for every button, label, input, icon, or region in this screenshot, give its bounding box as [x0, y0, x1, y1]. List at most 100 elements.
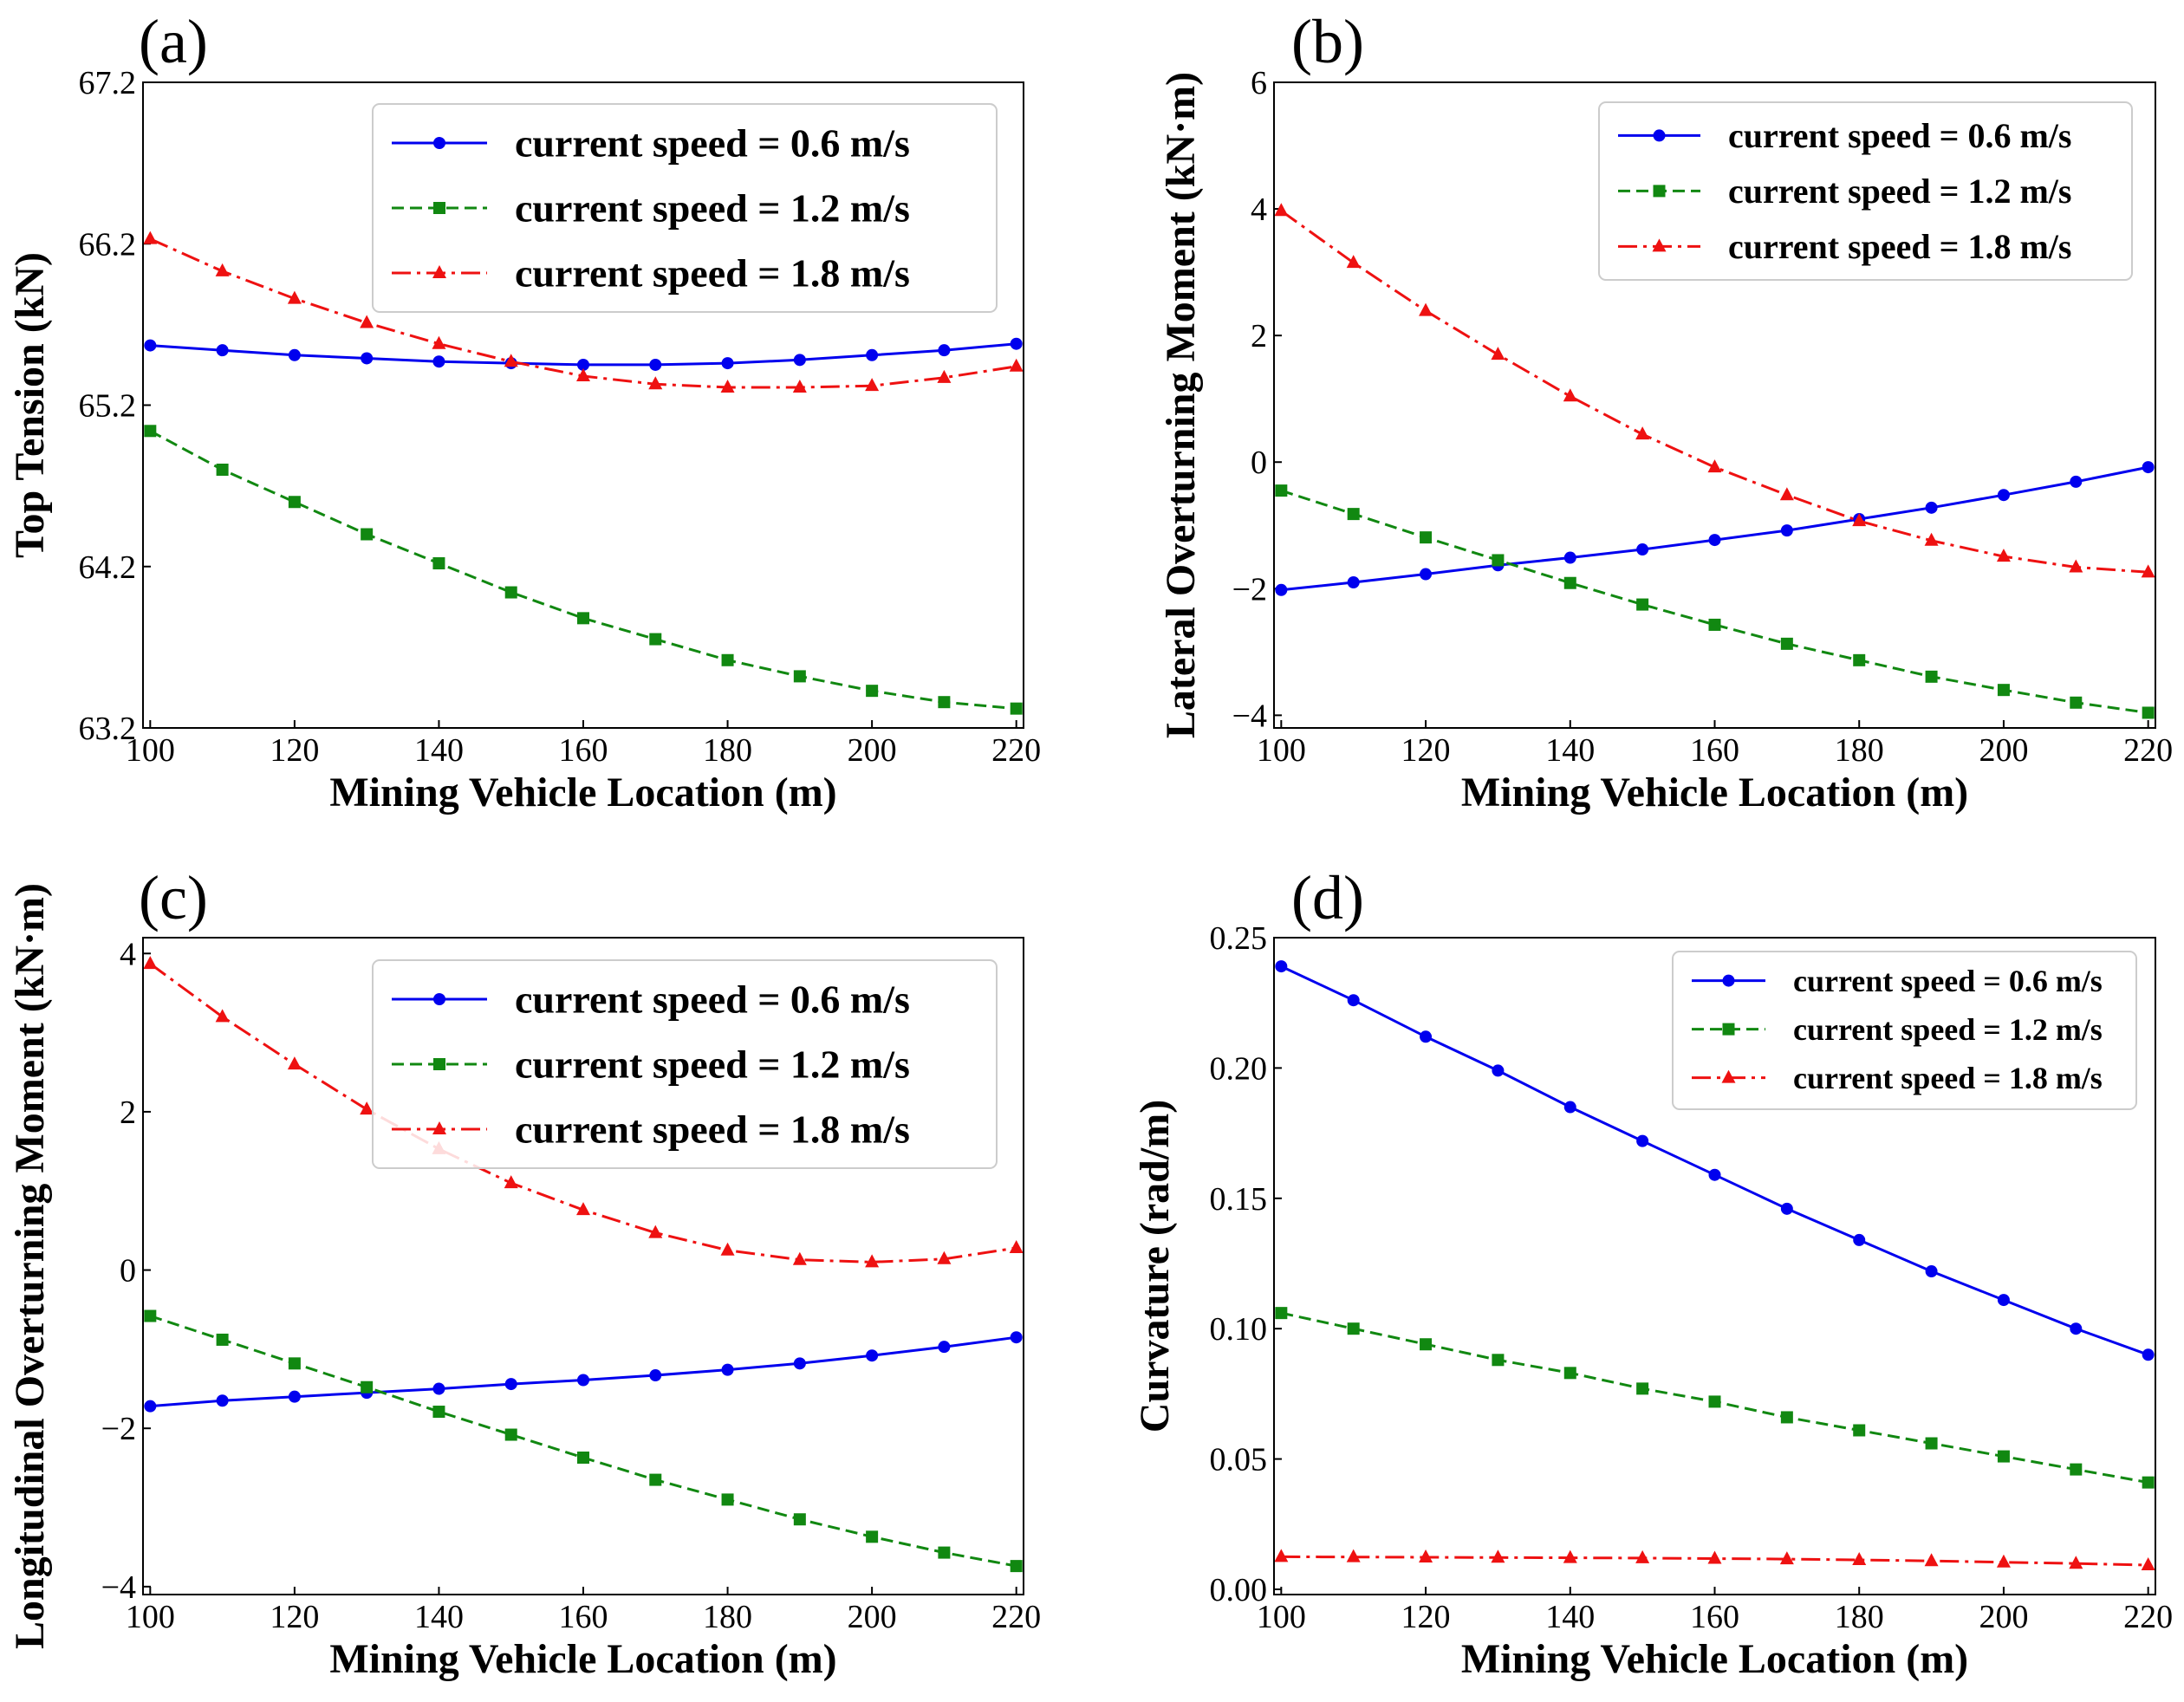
data-point: [577, 358, 589, 371]
data-point: [2070, 696, 2083, 709]
data-point: [648, 376, 663, 390]
x-tick-label: 160: [559, 1599, 608, 1635]
data-point: [1492, 1354, 1505, 1367]
data-point: [2069, 559, 2083, 573]
y-axis-label: Lateral Overturning Moment (kN·m): [1158, 72, 1204, 738]
legend-label: current speed = 0.6 m/s: [515, 978, 910, 1022]
series-1: [144, 337, 1023, 371]
data-point: [504, 586, 517, 599]
data-point: [1925, 1437, 1938, 1450]
data-point: [1925, 501, 1938, 514]
x-axis-label: Mining Vehicle Location (m): [1461, 770, 1968, 815]
data-point: [1347, 1322, 1360, 1335]
data-point: [1780, 524, 1793, 537]
data-point: [1563, 1549, 1577, 1563]
legend-label: current speed = 0.6 m/s: [1793, 964, 2103, 998]
x-tick-label: 140: [414, 1599, 464, 1635]
series-line: [149, 429, 1017, 711]
data-point: [1420, 1030, 1433, 1043]
y-tick-label: −2: [1232, 571, 1267, 607]
data-point: [793, 1357, 806, 1370]
x-tick-label: 100: [126, 732, 175, 769]
x-tick-label: 180: [1835, 732, 1884, 769]
data-point: [1275, 484, 1288, 497]
data-point: [1996, 549, 2011, 562]
legend: current speed = 0.6 m/s current speed = 1…: [1672, 951, 2137, 1110]
x-tick-label: 200: [848, 732, 897, 769]
x-tick-label: 120: [1401, 1599, 1451, 1635]
x-tick-label: 160: [1690, 732, 1739, 769]
x-tick-label: 180: [703, 732, 752, 769]
data-point: [2142, 706, 2155, 719]
y-tick-label: 4: [1251, 192, 1267, 228]
data-point: [576, 367, 590, 381]
data-point: [1419, 1549, 1433, 1562]
x-tick-label: 140: [414, 732, 464, 769]
series-2: [144, 1309, 1023, 1573]
x-tick-label: 220: [991, 732, 1041, 769]
legend-label: current speed = 1.8 m/s: [515, 251, 910, 296]
data-point: [144, 425, 157, 438]
legend-marker: [433, 137, 445, 149]
data-point: [1420, 531, 1433, 544]
data-point: [287, 1056, 302, 1070]
y-tick-label: 63.2: [79, 711, 137, 747]
y-tick-label: 0.10: [1210, 1311, 1268, 1348]
x-tick-label: 120: [270, 1599, 319, 1635]
y-tick-label: 6: [1251, 65, 1267, 101]
data-point: [216, 344, 229, 357]
x-tick-label: 200: [1979, 732, 2028, 769]
legend-label: current speed = 1.2 m/s: [515, 186, 910, 231]
data-point: [432, 335, 446, 349]
data-point: [1925, 670, 1938, 683]
series-line: [150, 1335, 1017, 1408]
x-tick-label: 100: [1257, 1599, 1306, 1635]
data-point: [2069, 1556, 2083, 1569]
data-point: [1010, 1331, 1023, 1344]
data-point: [1852, 1551, 1867, 1565]
legend-marker: [1653, 129, 1666, 142]
legend-marker: [433, 202, 445, 214]
data-point: [648, 1225, 663, 1238]
data-point: [1924, 532, 1939, 546]
data-point: [1346, 1549, 1361, 1562]
data-point: [793, 1513, 806, 1526]
y-tick-label: −4: [101, 1569, 136, 1606]
x-tick-label: 160: [559, 732, 608, 769]
legend-marker: [1721, 1069, 1736, 1083]
data-point: [1780, 1202, 1793, 1215]
series-2: [1275, 1307, 2155, 1489]
data-point: [1780, 1411, 1793, 1424]
data-point: [1779, 1551, 1794, 1565]
data-point: [1707, 1550, 1722, 1564]
legend-marker: [432, 265, 446, 278]
x-tick-label: 220: [991, 1599, 1041, 1635]
legend-box: [372, 103, 998, 313]
y-tick-label: 65.2: [79, 388, 137, 425]
data-point: [2070, 1463, 2083, 1476]
x-axis-label: Mining Vehicle Location (m): [329, 1636, 836, 1682]
data-point: [504, 1428, 517, 1441]
legend-marker: [1653, 185, 1666, 198]
data-point: [1635, 426, 1650, 440]
data-point: [1009, 358, 1024, 372]
data-point: [1997, 489, 2010, 502]
data-point: [1925, 1265, 1938, 1278]
data-point: [361, 1380, 374, 1393]
legend-label: current speed = 0.6 m/s: [1728, 116, 2071, 155]
y-tick-label: 0.25: [1210, 920, 1268, 957]
y-tick-label: 2: [120, 1095, 136, 1131]
data-point: [793, 670, 806, 683]
data-point: [288, 1357, 301, 1370]
data-point: [216, 464, 229, 476]
data-point: [144, 339, 157, 352]
legend-box: [1672, 951, 2137, 1110]
y-axis-label: Longitudinal Overturning Moment (kN·m): [7, 883, 53, 1649]
data-point: [1636, 598, 1649, 611]
data-point: [937, 1251, 952, 1264]
data-point: [721, 1363, 734, 1376]
data-point: [721, 357, 734, 370]
y-tick-label: 67.2: [79, 65, 137, 101]
legend: current speed = 0.6 m/s current speed = 1…: [1598, 101, 2133, 281]
legend-label: current speed = 1.8 m/s: [515, 1108, 910, 1152]
